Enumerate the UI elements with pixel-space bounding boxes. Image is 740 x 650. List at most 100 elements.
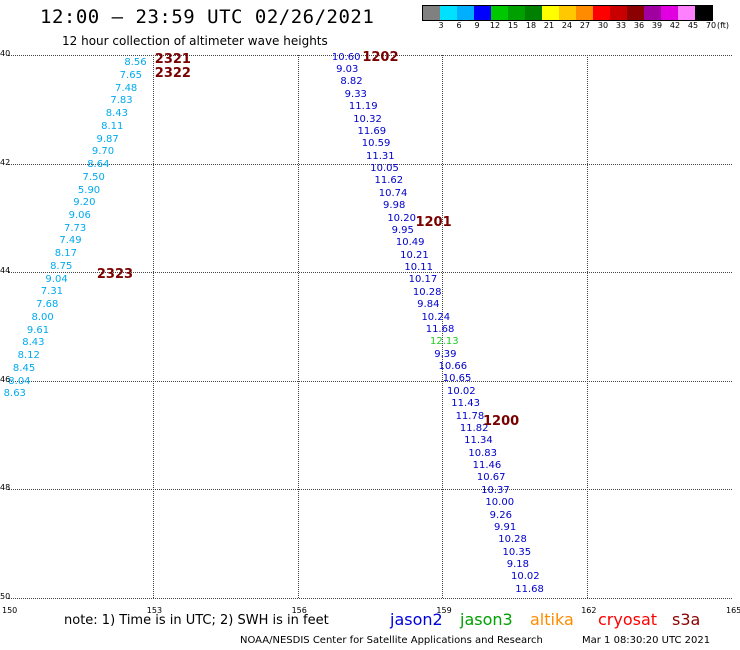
wave-height-value: 10.59 bbox=[361, 138, 391, 150]
wave-height-value: 11.43 bbox=[451, 398, 480, 410]
wave-height-value: 7.68 bbox=[36, 299, 59, 311]
wave-height-value: 8.17 bbox=[54, 248, 77, 260]
wave-height-value: 11.62 bbox=[374, 175, 404, 187]
wave-height-value: 10.28 bbox=[498, 534, 527, 546]
wave-height-value: 9.61 bbox=[26, 324, 50, 336]
page-title: 12:00 – 23:59 UTC 02/26/2021 bbox=[40, 6, 375, 28]
wave-height-value: 8.11 bbox=[101, 120, 124, 132]
wave-height-value: 8.64 bbox=[87, 159, 110, 171]
color-scale-label: 33 bbox=[615, 21, 627, 30]
wave-height-value: 10.02 bbox=[447, 385, 476, 397]
wave-height-value: 10.66 bbox=[438, 361, 468, 373]
longitude-gridline bbox=[442, 55, 444, 598]
wave-height-value: 10.37 bbox=[481, 484, 510, 496]
wave-height-value: 5.90 bbox=[77, 184, 101, 196]
wave-height-value: 8.82 bbox=[340, 76, 363, 88]
wave-height-value: 7.50 bbox=[82, 171, 105, 183]
longitude-gridline bbox=[152, 55, 154, 598]
wave-height-value: 8.45 bbox=[12, 362, 36, 374]
longitude-tick-label: 156 bbox=[291, 606, 307, 615]
legend-entry-s3a: s3a bbox=[672, 610, 701, 629]
wave-height-value: 9.20 bbox=[73, 197, 96, 209]
color-swatch bbox=[508, 6, 525, 20]
pass-time-label: 2323 bbox=[96, 266, 134, 282]
color-scale-unit: (ft) bbox=[717, 21, 730, 30]
wave-height-value: 11.68 bbox=[515, 583, 544, 595]
wave-height-value: 9.26 bbox=[489, 509, 512, 521]
latitude-gridline bbox=[8, 380, 732, 382]
footer-note: note: 1) Time is in UTC; 2) SWH is in fe… bbox=[64, 613, 329, 628]
wave-height-value: 10.00 bbox=[485, 497, 515, 509]
wave-height-value: 12.13 bbox=[429, 336, 459, 348]
wave-height-value: 10.17 bbox=[408, 274, 438, 286]
latitude-gridline bbox=[8, 163, 732, 165]
color-scale-label: 15 bbox=[507, 21, 519, 30]
wave-height-value: 11.46 bbox=[472, 460, 502, 472]
wave-height-value: 11.19 bbox=[348, 101, 378, 113]
latitude-tick-label: 46 bbox=[0, 374, 11, 384]
latitude-tick-label: 44 bbox=[0, 266, 11, 276]
latitude-gridline bbox=[8, 272, 732, 274]
wave-height-value: 10.28 bbox=[412, 286, 442, 298]
color-scale-label: 42 bbox=[669, 21, 681, 30]
color-scale-label: 70 bbox=[705, 21, 717, 30]
color-scale-labels: 3 6 9 12 15 18 21 24 27 30 33 36 39 42 45 70 bbox=[422, 21, 732, 33]
pass-time-label: 1202 bbox=[362, 49, 399, 65]
longitude-gridline bbox=[297, 55, 299, 598]
pass-time-label: 1201 bbox=[415, 215, 452, 231]
color-swatch bbox=[661, 6, 678, 20]
wave-height-value: 9.39 bbox=[434, 348, 457, 360]
color-swatch bbox=[678, 6, 695, 20]
generated-timestamp: Mar 1 08:30:20 UTC 2021 bbox=[582, 635, 711, 646]
page-subtitle: 12 hour collection of altimeter wave hei… bbox=[62, 34, 328, 48]
pass-time-label: 1200 bbox=[483, 413, 520, 429]
credit-line: NOAA/NESDIS Center for Satellite Applica… bbox=[240, 635, 543, 646]
wave-height-value: 10.67 bbox=[476, 472, 506, 484]
longitude-tick-label: 162 bbox=[581, 606, 597, 615]
wave-height-value: 10.20 bbox=[387, 212, 416, 224]
wave-height-value: 9.98 bbox=[383, 200, 406, 212]
wave-height-value: 9.84 bbox=[417, 299, 440, 311]
color-scale-label: 3 bbox=[438, 21, 444, 30]
wave-height-value: 8.75 bbox=[50, 260, 73, 272]
latitude-gridline bbox=[8, 598, 732, 599]
longitude-tick-label: 165 bbox=[726, 606, 740, 615]
color-scale-label: 21 bbox=[543, 21, 555, 30]
color-scale-label: 6 bbox=[456, 21, 462, 30]
color-swatch bbox=[440, 6, 457, 20]
color-swatch bbox=[559, 6, 576, 20]
wave-height-value: 9.06 bbox=[68, 210, 91, 222]
wave-height-value: 10.83 bbox=[468, 447, 497, 459]
color-scale-label: 9 bbox=[474, 21, 480, 30]
wave-height-value: 7.73 bbox=[63, 222, 87, 234]
wave-height-value: 10.21 bbox=[400, 249, 429, 261]
color-swatch bbox=[474, 6, 491, 20]
color-scale-label: 39 bbox=[651, 21, 663, 30]
wave-height-value: 8.00 bbox=[31, 311, 54, 323]
wave-height-value: 9.04 bbox=[45, 273, 68, 285]
wave-height-value: 8.63 bbox=[3, 388, 26, 400]
wave-height-value: 7.65 bbox=[119, 69, 142, 81]
wave-height-value: 10.60 bbox=[331, 51, 361, 63]
wave-height-value: 8.43 bbox=[105, 108, 129, 120]
wave-height-value: 10.05 bbox=[370, 163, 399, 175]
legend-entry-altika: altika bbox=[530, 610, 574, 629]
color-scale-label: 12 bbox=[489, 21, 501, 30]
longitude-tick-label: 159 bbox=[436, 606, 452, 615]
color-swatch bbox=[627, 6, 644, 20]
color-swatch bbox=[576, 6, 593, 20]
wave-height-value: 7.83 bbox=[110, 95, 133, 107]
wave-height-value: 8.43 bbox=[22, 337, 45, 349]
wave-height-value: 10.24 bbox=[421, 311, 451, 323]
color-swatch bbox=[695, 6, 712, 20]
wave-height-value: 9.95 bbox=[391, 224, 414, 236]
color-scale-label: 24 bbox=[561, 21, 573, 30]
wave-height-value: 8.56 bbox=[124, 57, 147, 69]
color-swatch bbox=[423, 6, 440, 20]
map-area: 150 153 156 159 162 165 40 42 44 46 48 50 8.56 7.65 7.… bbox=[0, 49, 740, 615]
wave-height-value: 8.04 bbox=[8, 375, 31, 387]
wave-height-value: 10.35 bbox=[502, 546, 532, 558]
color-swatch bbox=[644, 6, 661, 20]
wave-height-value: 8.12 bbox=[17, 350, 40, 362]
